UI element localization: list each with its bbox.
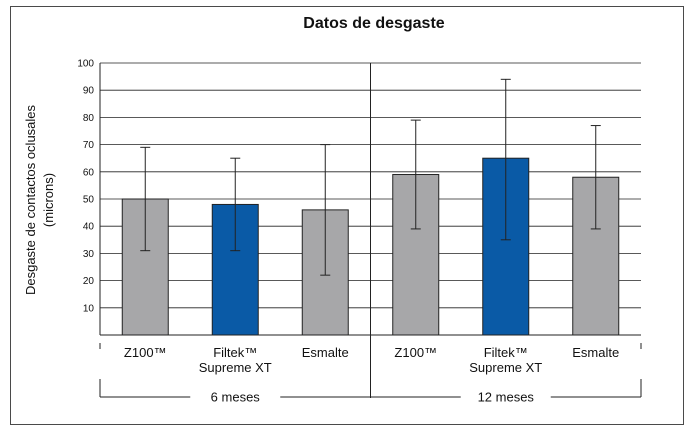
axis-layer [99,63,642,398]
x-category-label: Supreme XT [199,360,272,375]
x-category-label: Filtek™ [484,345,528,360]
x-category-label: Filtek™ [213,345,257,360]
x-category-label: Z100™ [394,345,437,360]
x-category-label: Esmalte [302,345,349,360]
group-label: 12 meses [478,390,535,405]
y-tick-label: 90 [83,86,95,97]
y-tick-label: 60 [83,167,95,178]
bars-layer [121,78,620,336]
y-axis-label: Desgaste de contactos oclusales [23,104,38,295]
y-axis-title: Desgaste de contactos oclusales (microns… [23,104,56,295]
y-tick-label: 40 [83,222,95,233]
y-axis-unit: (microns) [41,173,56,227]
chart-title: Datos de desgaste [303,15,444,32]
group-label: 6 meses [211,390,261,405]
y-tick-label: 50 [83,195,95,206]
x-category-label: Esmalte [572,345,619,360]
y-tick-label: 30 [83,249,95,260]
x-category-label: Supreme XT [469,360,542,375]
y-tick-label: 80 [83,113,95,124]
x-category-label: Z100™ [124,345,167,360]
y-tick-label: 20 [83,276,95,287]
y-tick-label: 10 [83,303,95,314]
y-tick-label: 70 [83,140,95,151]
y-tick-label: 100 [77,59,94,70]
